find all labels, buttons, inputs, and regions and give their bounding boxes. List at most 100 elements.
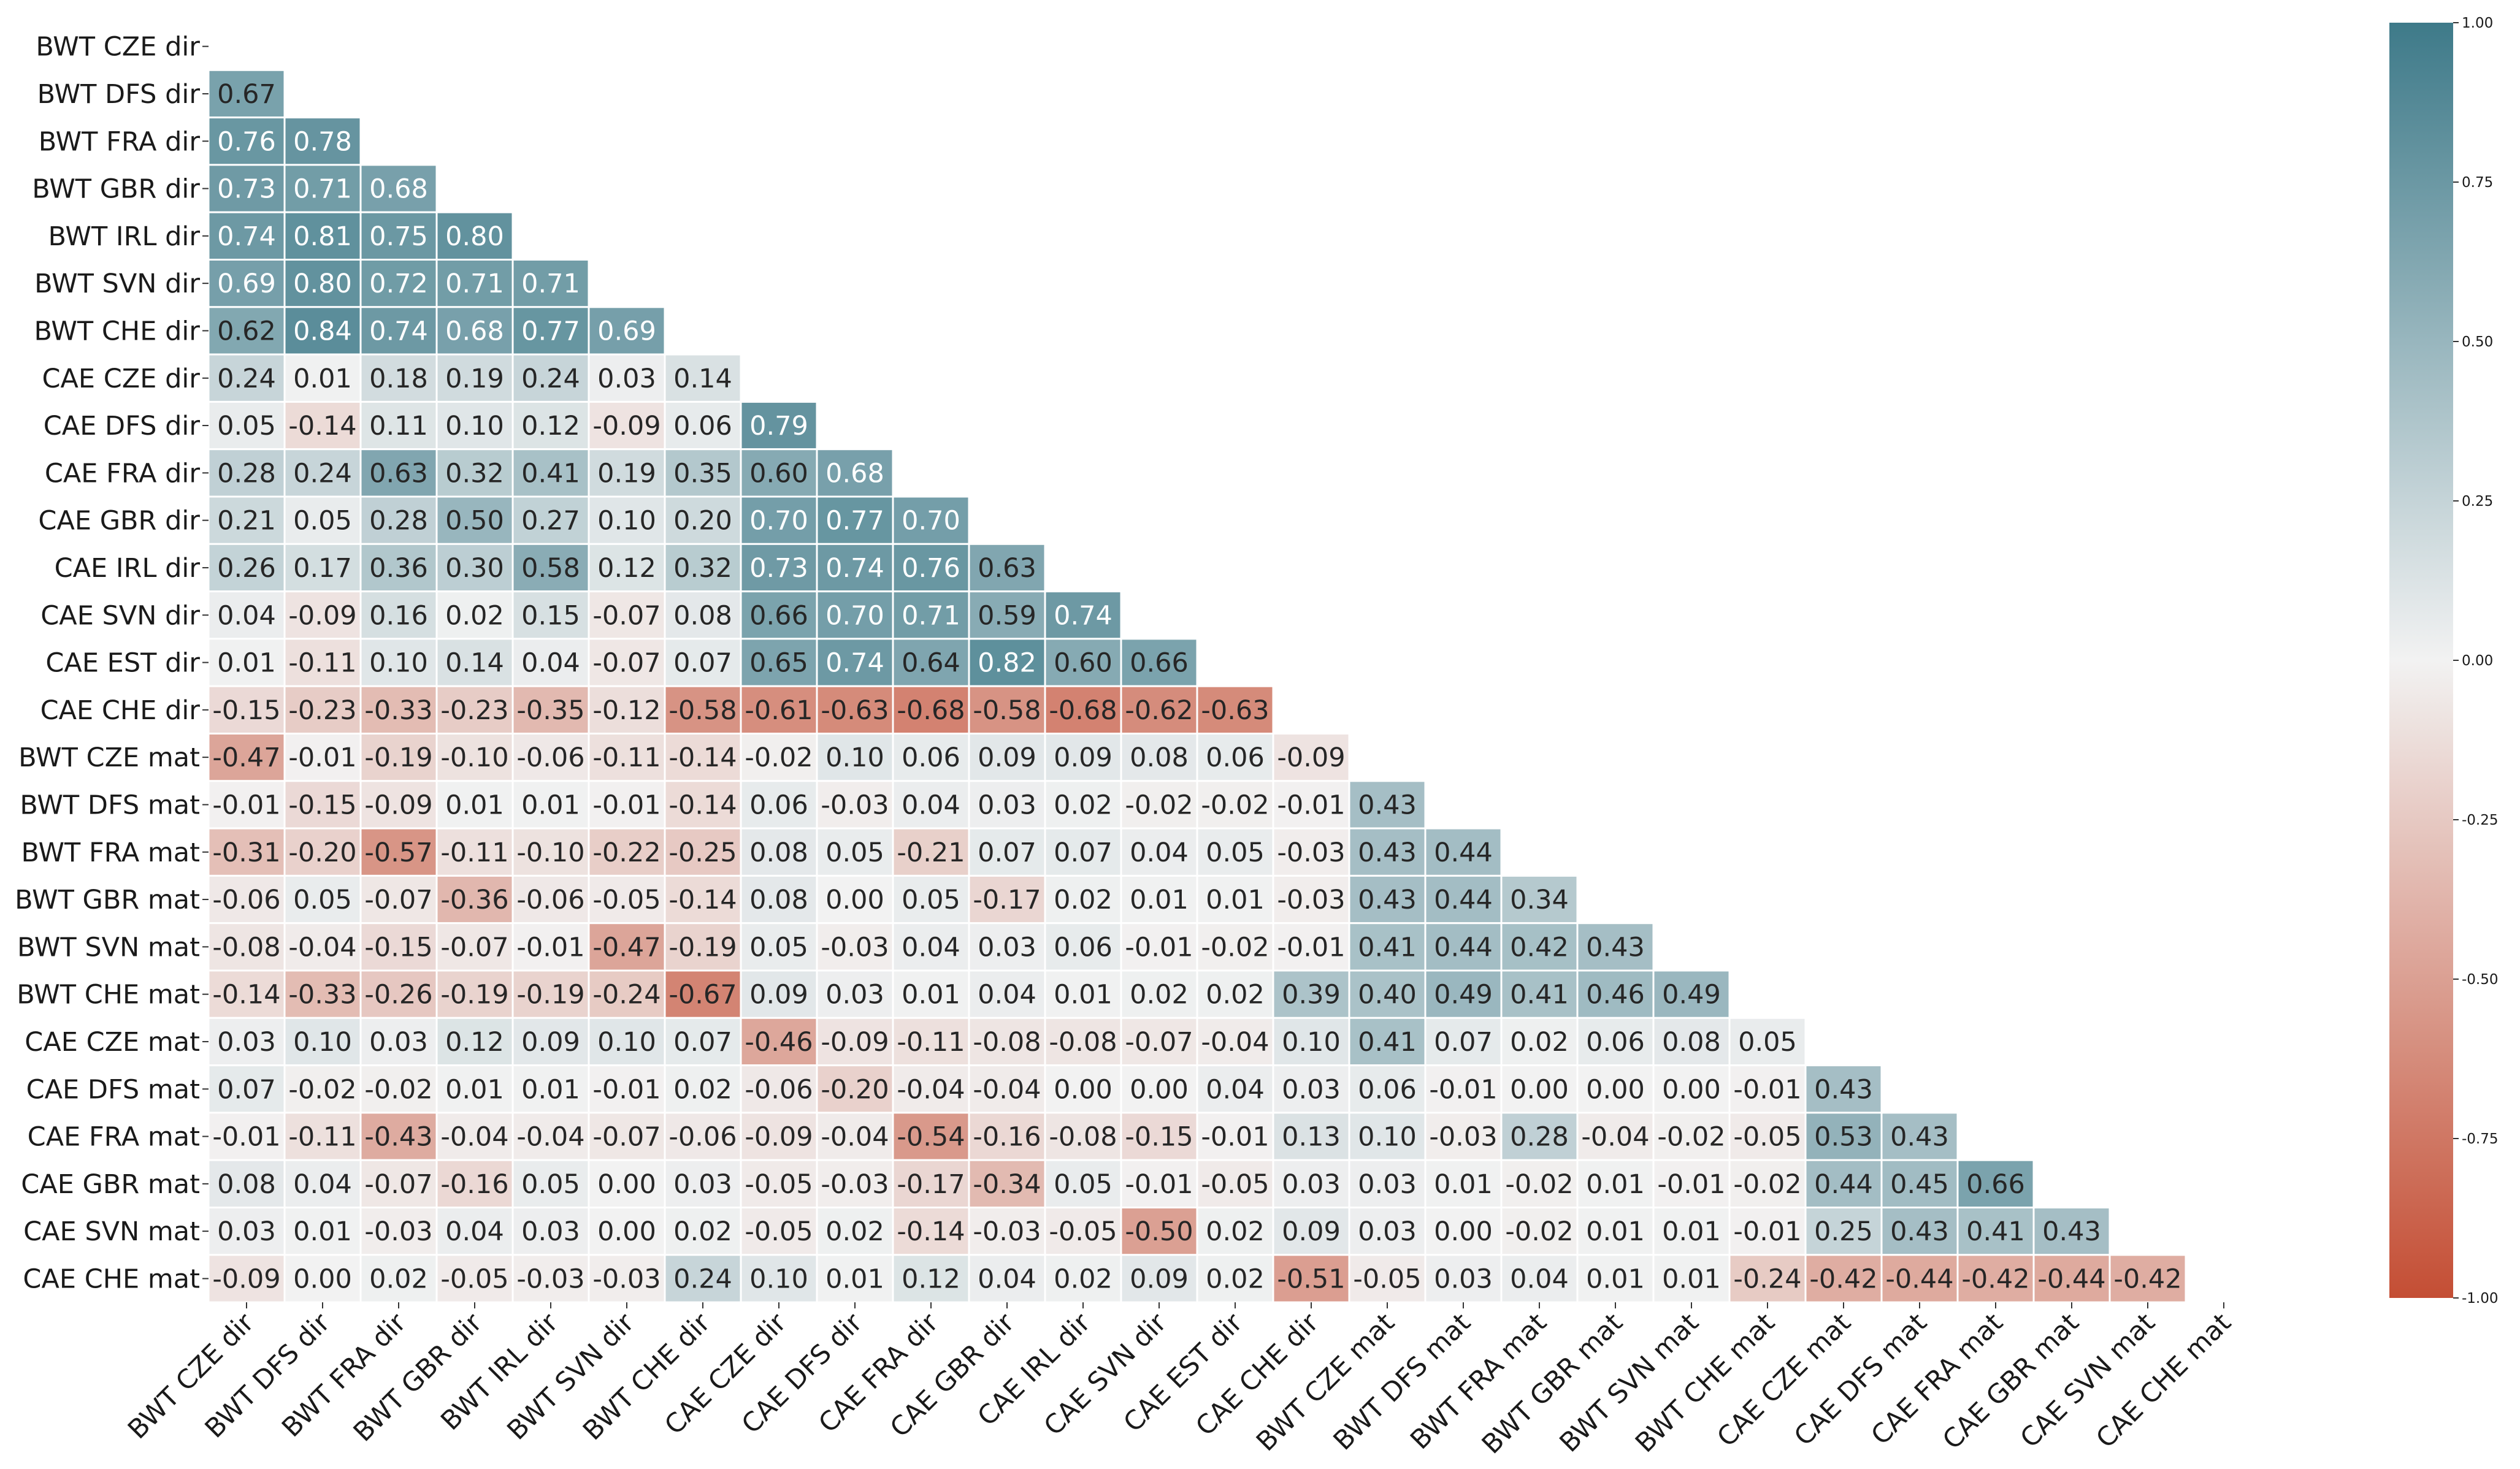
heatmap-cell <box>1044 1017 1122 1067</box>
row-label: CAE DFS mat <box>26 1074 200 1105</box>
heatmap-cell <box>816 780 894 830</box>
cell-value-label: 0.12 <box>597 553 656 584</box>
heatmap-cell <box>1120 1112 1198 1161</box>
heatmap-cell <box>1272 1064 1350 1114</box>
cell-value-label: -0.05 <box>592 885 661 915</box>
colorbar-tick-label: -1.00 <box>2462 1291 2499 1307</box>
cell-value-label: -0.03 <box>364 1216 432 1247</box>
cell-value-label: 0.02 <box>673 1216 732 1247</box>
heatmap-cell <box>1652 1064 1731 1114</box>
cell-value-label: 0.24 <box>521 364 580 394</box>
cell-value-label: -0.10 <box>516 838 584 868</box>
heatmap-cell <box>1424 969 1503 1019</box>
cell-value-label: 0.01 <box>445 790 504 820</box>
cell-value-label: -0.23 <box>440 695 508 726</box>
cell-value-label: 0.07 <box>673 648 732 679</box>
heatmap-cell <box>283 259 362 308</box>
column-label: CAE CZE mat <box>1711 1308 1856 1453</box>
cell-value-label: 0.44 <box>1434 932 1493 963</box>
cell-value-label: -0.06 <box>668 1122 737 1153</box>
heatmap-cell <box>1044 969 1122 1019</box>
heatmap-cell <box>968 780 1046 830</box>
cell-value-label: 0.03 <box>597 364 656 394</box>
cell-value-label: -0.19 <box>668 932 737 963</box>
cell-value-label: -0.25 <box>668 838 737 868</box>
heatmap-cell <box>283 922 362 972</box>
cell-value-label: 0.07 <box>978 838 1036 868</box>
heatmap-cell <box>1652 1254 1731 1303</box>
cell-value-label: 0.10 <box>749 1264 808 1294</box>
cell-value-label: 0.43 <box>1814 1074 1873 1105</box>
cell-value-label: 0.43 <box>1358 838 1417 868</box>
heatmap-cell <box>435 969 514 1019</box>
cell-value-label: 0.01 <box>217 648 276 679</box>
heatmap-cell <box>1804 1159 1883 1208</box>
cell-value-label: -0.01 <box>1429 1074 1497 1105</box>
cell-value-label: -0.11 <box>897 1027 965 1058</box>
cell-value-label: 0.13 <box>1282 1122 1341 1153</box>
cell-value-label: -0.03 <box>973 1216 1041 1247</box>
cell-value-label: 0.01 <box>902 980 960 1010</box>
heatmap-cell <box>1804 1207 1883 1256</box>
cell-value-label: 0.09 <box>521 1027 580 1058</box>
row-label: BWT CHE dir <box>34 316 200 346</box>
heatmap-cell <box>207 448 286 498</box>
heatmap-cell <box>816 543 894 593</box>
cell-value-label: 0.69 <box>217 269 276 299</box>
heatmap-cell <box>1804 1254 1883 1303</box>
cell-value-label: -0.09 <box>364 790 432 820</box>
cell-value-label: 0.01 <box>1054 980 1113 1010</box>
cell-value-label: -0.43 <box>364 1122 432 1153</box>
heatmap-cell <box>588 1017 666 1067</box>
cell-value-label: 0.20 <box>673 506 732 536</box>
cell-value-label: -0.26 <box>364 980 432 1010</box>
cell-value-label: 0.02 <box>1206 1264 1265 1294</box>
cell-value-label: 0.74 <box>825 553 884 584</box>
cell-value-label: -0.08 <box>1049 1122 1117 1153</box>
cell-value-label: 0.00 <box>597 1169 656 1200</box>
heatmap-cell <box>1044 1112 1122 1161</box>
cell-value-label: 0.03 <box>1358 1169 1417 1200</box>
cell-value-label: 0.44 <box>1814 1169 1873 1200</box>
cell-value-label: 0.06 <box>673 411 732 441</box>
cell-value-label: -0.02 <box>1201 790 1269 820</box>
column-label: CAE CHE mat <box>2090 1308 2237 1454</box>
cell-value-label: 0.08 <box>673 600 732 631</box>
cell-value-label: -0.09 <box>745 1122 813 1153</box>
cell-value-label: 0.03 <box>825 980 884 1010</box>
heatmap-cell <box>968 1254 1046 1303</box>
cell-value-label: -0.17 <box>897 1169 965 1200</box>
cell-value-label: -0.07 <box>364 885 432 915</box>
heatmap-cell <box>283 353 362 403</box>
cell-value-label: 0.76 <box>902 553 960 584</box>
cell-value-label: -0.35 <box>516 695 584 726</box>
cell-value-label: -0.03 <box>1277 885 1345 915</box>
cell-value-label: 0.10 <box>597 506 656 536</box>
cell-value-label: 0.08 <box>217 1169 276 1200</box>
heatmap-cell <box>740 495 818 545</box>
heatmap-cell <box>435 1017 514 1067</box>
cell-value-label: 0.00 <box>293 1264 352 1294</box>
cell-value-label: 0.45 <box>1890 1169 1949 1200</box>
cell-value-label: 0.01 <box>1206 885 1265 915</box>
cell-value-label: 0.06 <box>902 742 960 773</box>
cell-value-label: 0.01 <box>1130 885 1189 915</box>
column-label: CAE SVN mat <box>2015 1308 2161 1454</box>
cell-value-label: -0.07 <box>364 1169 432 1200</box>
column-label: BWT SVN mat <box>1554 1308 1705 1459</box>
cell-value-label: 0.05 <box>825 838 884 868</box>
cell-value-label: 0.77 <box>521 316 580 346</box>
heatmap-cell <box>664 1112 742 1161</box>
cell-value-label: 0.05 <box>293 885 352 915</box>
heatmap-cell <box>435 638 514 687</box>
cell-value-label: 0.03 <box>521 1216 580 1247</box>
cell-value-label: -0.01 <box>592 1074 661 1105</box>
cell-value-label: 0.01 <box>1434 1169 1493 1200</box>
heatmap-cell <box>435 259 514 308</box>
heatmap-cell <box>283 1159 362 1208</box>
cell-value-label: 0.49 <box>1434 980 1493 1010</box>
heatmap-cell <box>816 1017 894 1067</box>
row-label: CAE CHE dir <box>40 695 201 726</box>
cell-value-label: 0.08 <box>749 838 808 868</box>
heatmap-cell <box>968 1017 1046 1067</box>
